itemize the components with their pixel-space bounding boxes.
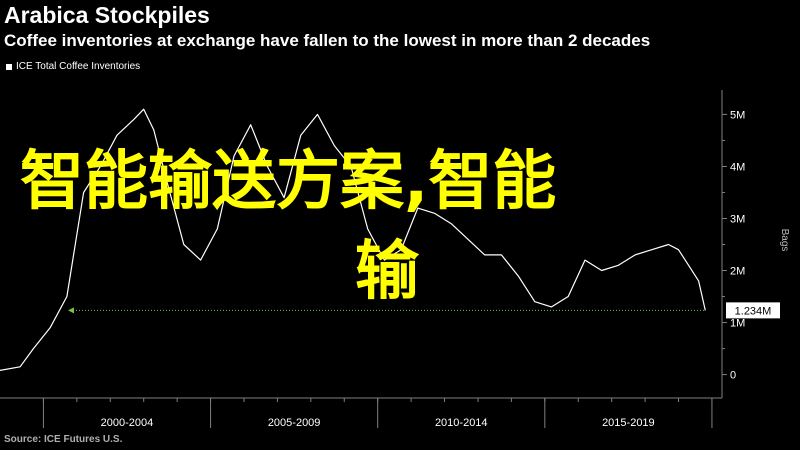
series-line bbox=[0, 108, 706, 371]
y-tick-label: 3M bbox=[730, 213, 745, 225]
legend-swatch bbox=[6, 63, 12, 70]
chart-labels: 1.234M bbox=[726, 302, 780, 319]
y-tick-label: 0 bbox=[730, 370, 736, 382]
last-value-label: 1.234M bbox=[735, 305, 772, 317]
x-group-label: 2010-2014 bbox=[435, 417, 488, 429]
last-value-box bbox=[726, 302, 780, 319]
reference-line-group bbox=[68, 307, 706, 314]
chart-axes: 0 1M 2M 3M 4M 5M Bags 2000-2004 2005-2009 2010-20… bbox=[0, 90, 790, 429]
watermark-text-line-2: 输 bbox=[355, 235, 419, 309]
y-tick-label: 2M bbox=[730, 266, 745, 278]
y-tick-label: 4M bbox=[730, 161, 745, 173]
y-tick-label: 5M bbox=[730, 109, 745, 121]
watermark-text-line-1: 智能输送方案,智能 bbox=[20, 145, 557, 219]
legend-entry: ICE Total Coffee Inventories bbox=[16, 61, 141, 72]
chart-legend: ICE Total Coffee Inventories bbox=[6, 61, 140, 72]
chart-source: Source: ICE Futures U.S. bbox=[4, 434, 123, 445]
x-group-label: 2005-2009 bbox=[268, 417, 321, 429]
chart-title: Arabica Stockpiles bbox=[4, 2, 210, 28]
y-tick-label: 1M bbox=[730, 318, 745, 330]
x-group-label: 2000-2004 bbox=[101, 417, 154, 429]
reference-arrow bbox=[68, 307, 74, 314]
chart-subtitle: Coffee inventories at exchange have fall… bbox=[4, 31, 651, 50]
series-group bbox=[0, 108, 706, 371]
x-group-label: 2015-2019 bbox=[602, 417, 655, 429]
y-axis-label: Bags bbox=[779, 229, 790, 252]
